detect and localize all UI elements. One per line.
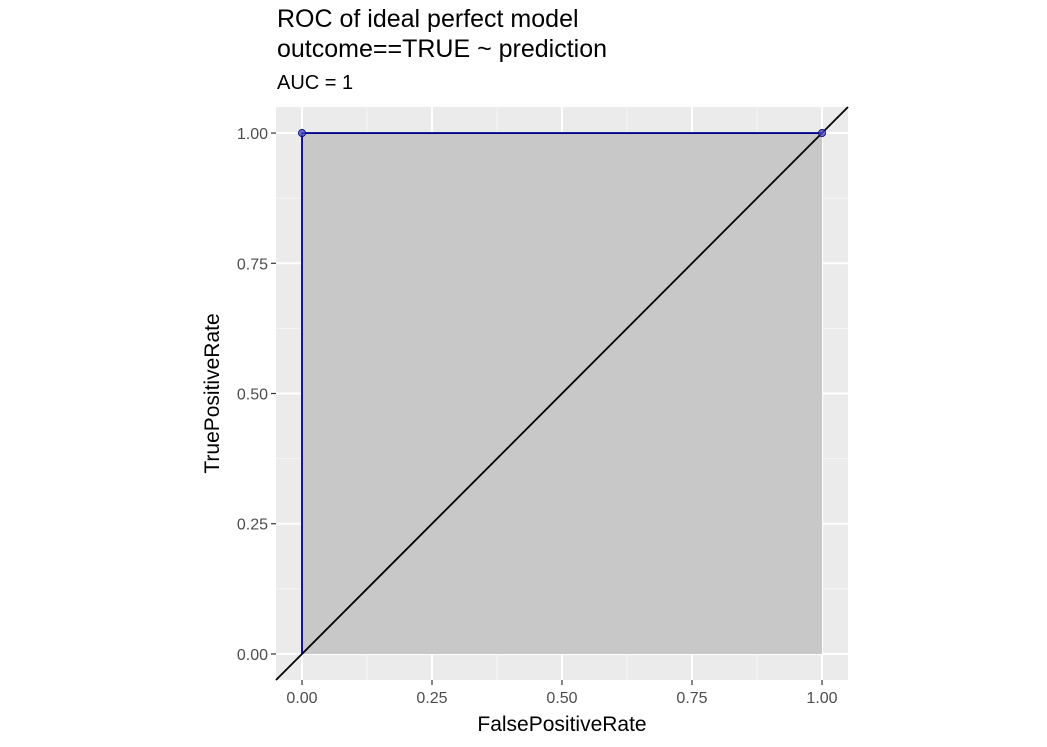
y-tick-label: 0.50 [237,387,268,404]
chart-subtitle: AUC = 1 [277,72,354,94]
y-tick-label: 0.75 [237,256,268,273]
x-tick-label: 0.50 [546,690,577,707]
chart-title-line-2: outcome==TRUE ~ prediction [277,35,608,63]
x-tick-label: 0.75 [676,690,707,707]
roc-point [297,129,306,138]
y-tick-label: 0.00 [237,647,268,664]
x-tick-label: 0.25 [416,690,447,707]
roc-point [818,129,827,138]
y-tick-label: 1.00 [237,126,268,143]
diagonal-reference-line [275,106,849,681]
chart-title-line-1: ROC of ideal perfect model [277,5,579,33]
x-tick-label: 0.00 [286,690,317,707]
x-tick-label: 1.00 [806,690,837,707]
y-tick-label: 0.25 [237,517,268,534]
y-axis-title: TruePositiveRate [201,313,224,473]
x-axis-title: FalsePositiveRate [477,713,646,736]
